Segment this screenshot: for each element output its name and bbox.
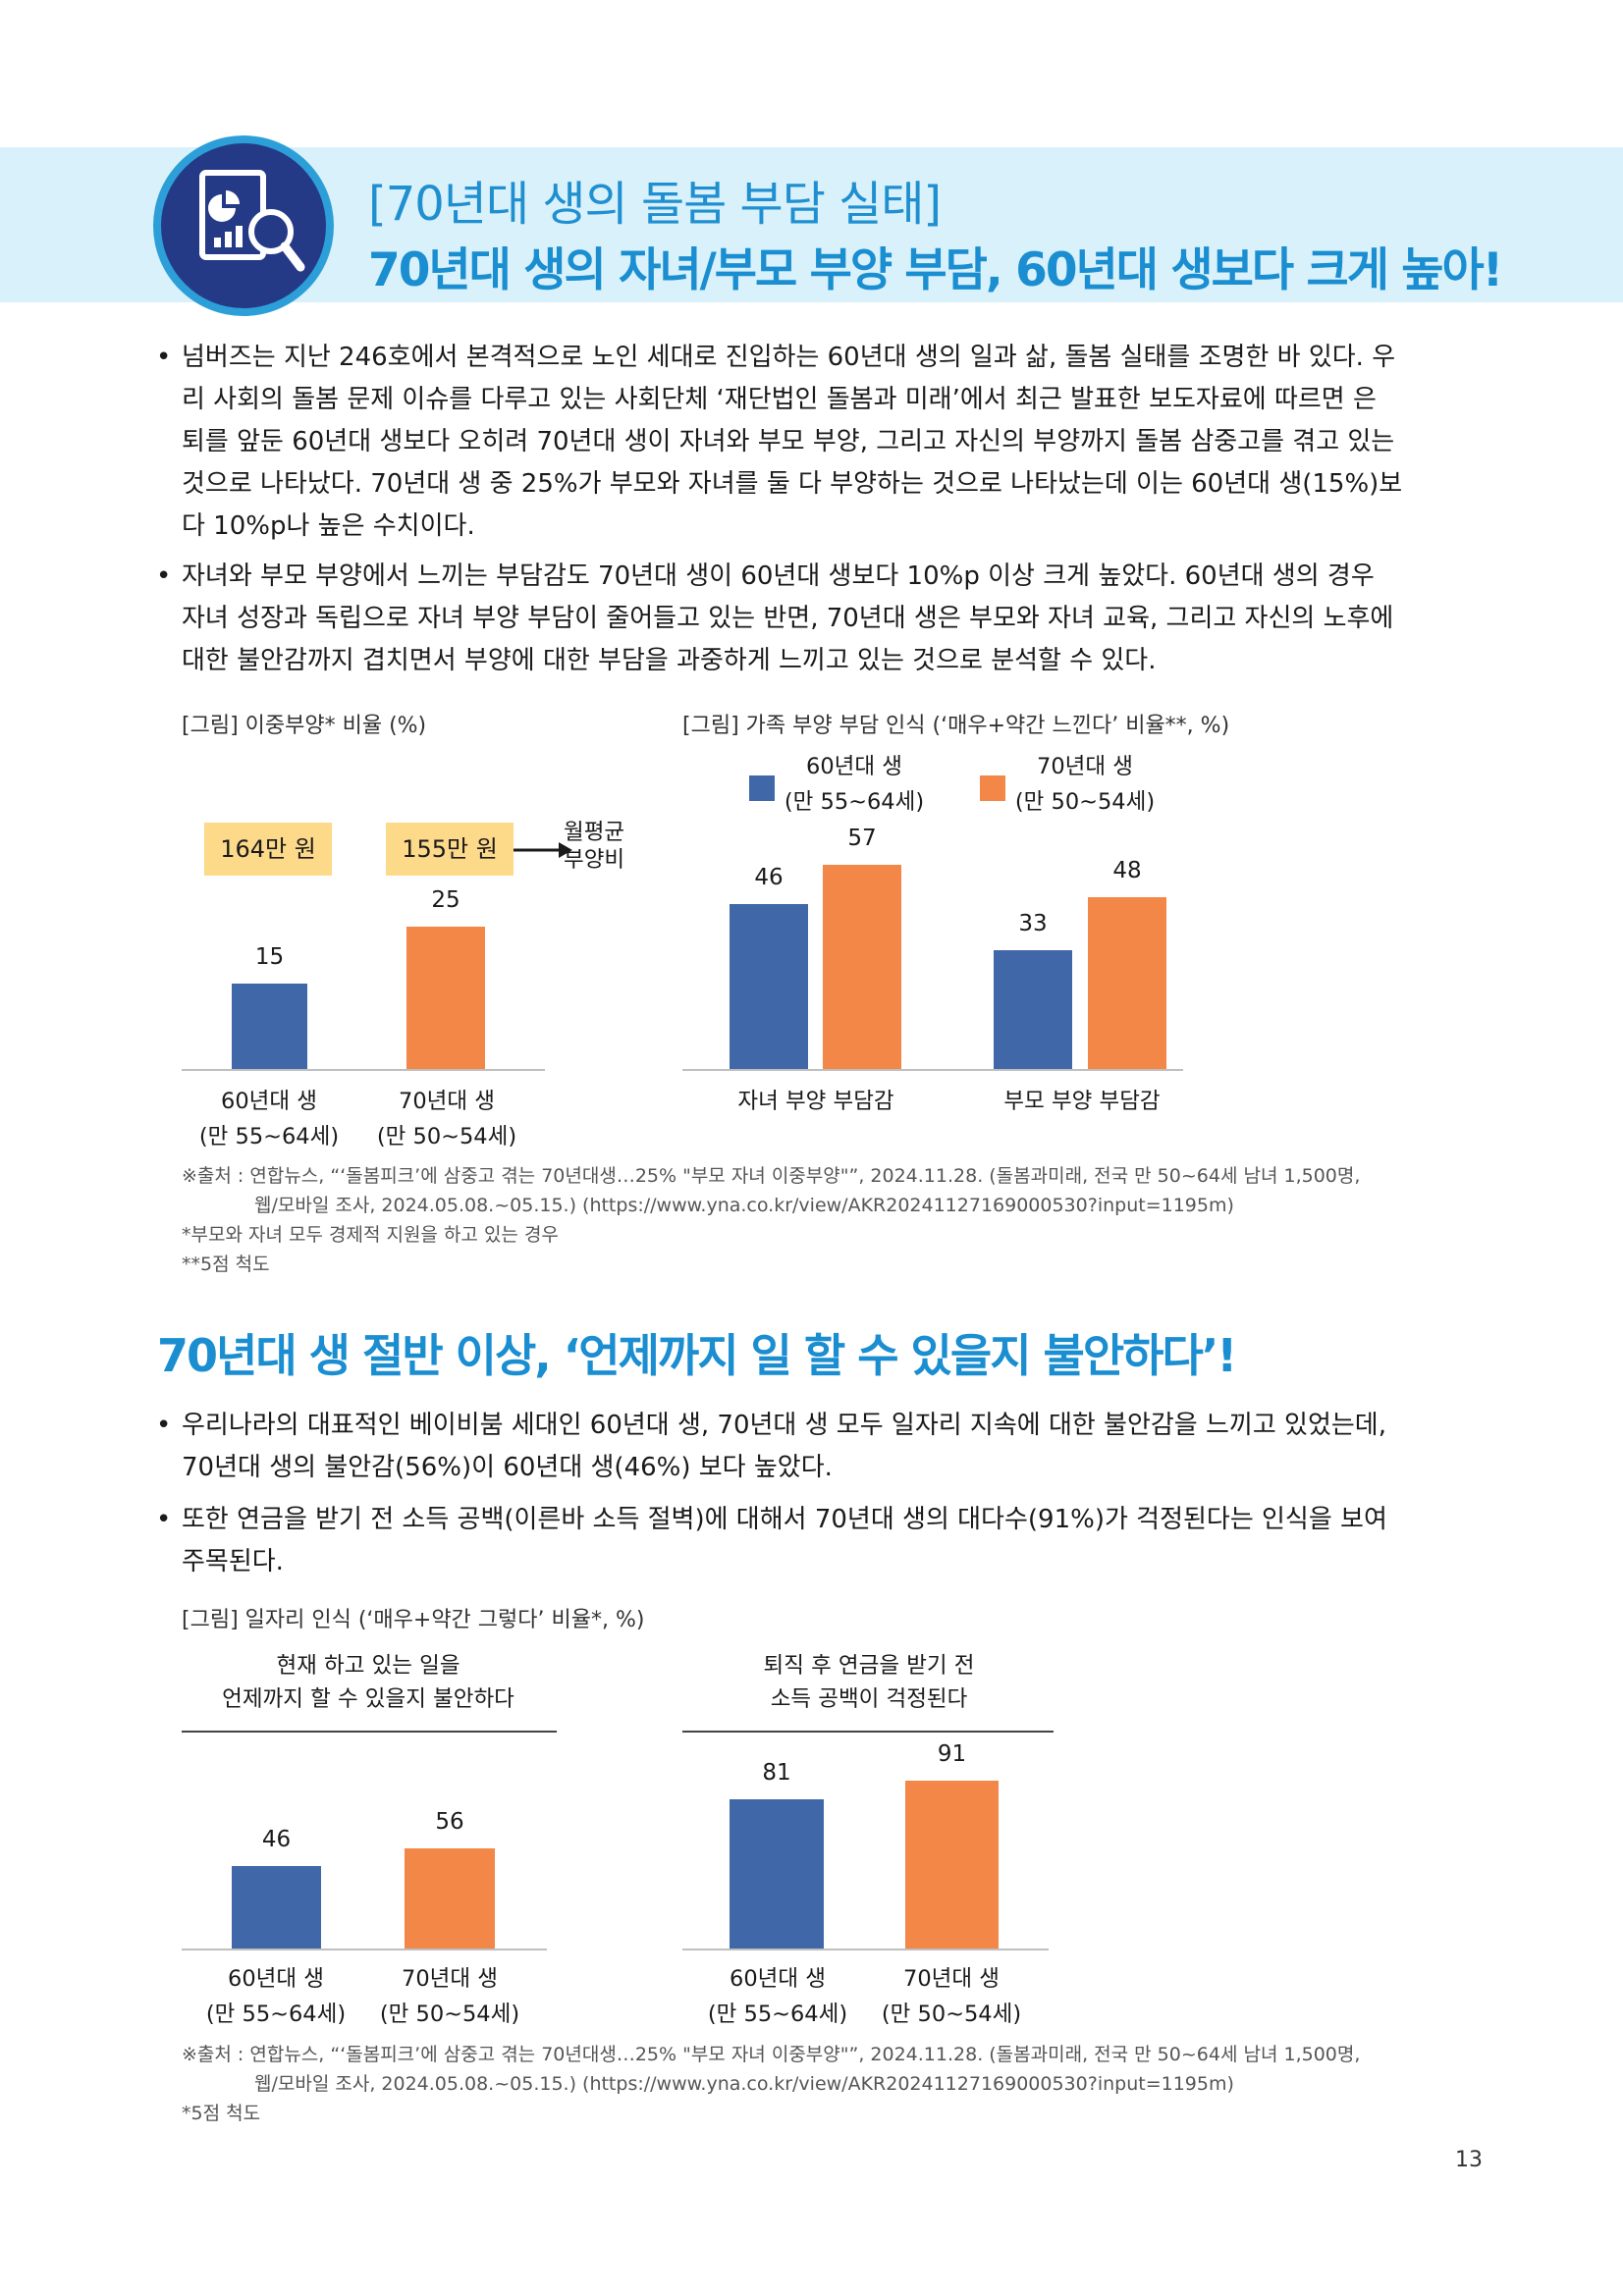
chart4-category-label: 70년대 생 (만 50~54세) <box>881 1966 1022 2027</box>
headline: 70년대 생의 자녀/부모 부양 부담, 60년대 생보다 크게 높아! <box>368 243 1503 297</box>
chart4-bar-70s <box>905 1781 999 1949</box>
chart4-bar-60s <box>730 1799 824 1949</box>
annotation-tag: 164만 원 <box>204 823 332 876</box>
chart1-category-label: 70년대 생 (만 50~54세) <box>376 1089 517 1149</box>
chart3-value-label: 56 <box>435 1808 464 1835</box>
chart2-title: [그림] 가족 부양 부담 인식 (‘매우+약간 느낀다’ 비율**, %) <box>682 714 1230 738</box>
chart4-top-rule <box>682 1731 1054 1733</box>
legend-swatch-70s <box>980 775 1005 801</box>
chart2-bar-child-70s <box>823 864 901 1069</box>
chart1-bar-60s <box>232 984 307 1069</box>
chart1-category-label: 60년대 생 (만 55~64세) <box>198 1089 340 1149</box>
chart4-subtitle: 퇴직 후 연금을 받기 전 소득 공백이 걱정된다 <box>763 1653 975 1712</box>
annotation-tag: 155만 원 <box>386 823 514 876</box>
chart1-title: [그림] 이중부양* 비율 (%) <box>182 714 427 738</box>
chart1-bar-70s <box>406 927 485 1069</box>
chart3-category-label: 70년대 생 (만 50~54세) <box>379 1966 520 2027</box>
chart4-value-label: 91 <box>937 1741 967 1768</box>
chart2-category-label: 부모 부양 부담감 <box>1003 1089 1161 1114</box>
chart4-value-label: 81 <box>762 1760 791 1786</box>
annotation-label: 월평균 부양비 <box>564 820 625 873</box>
chart1-value-label: 25 <box>431 887 460 913</box>
chart3-title: [그림] 일자리 인식 (‘매우+약간 그렇다’ 비율*, %) <box>182 1608 645 1632</box>
chart4-category-label: 60년대 생 (만 55~64세) <box>707 1966 848 2027</box>
chart1-baseline <box>182 1069 545 1071</box>
bullet-paragraph: • 자녀와 부모 부양에서 느끼는 부담감도 70년대 생이 60년대 생보다 … <box>156 561 1394 675</box>
bullet-paragraph: • 또한 연금을 받기 전 소득 공백(이른바 소득 절벽)에 대해서 70년대… <box>156 1505 1387 1576</box>
chart3-baseline <box>182 1949 547 1950</box>
chart4-baseline <box>682 1949 1049 1950</box>
section2-heading: 70년대 생 절반 이상, ‘언제까지 일 할 수 있을지 불안하다’! <box>157 1329 1237 1382</box>
chart2-value-label: 46 <box>754 865 784 890</box>
chart3-subtitle: 현재 하고 있는 일을 언제까지 할 수 있을지 불안하다 <box>222 1653 514 1712</box>
source-note: ※출처 : 연합뉴스, “‘돌봄피크’에 삼중고 겪는 70년대생…25% "부… <box>182 2044 1361 2124</box>
legend-label-60s: 60년대 생 (만 55~64세) <box>784 754 925 815</box>
chart2-value-label: 33 <box>1018 911 1048 937</box>
chart2-value-label: 57 <box>847 825 877 851</box>
chart2-bar-parent-70s <box>1088 896 1166 1069</box>
bullet-paragraph: • 넘버즈는 지난 246호에서 본격적으로 노인 세대로 진입하는 60년대 … <box>156 343 1403 541</box>
bracket-title: [70년대 생의 돌봄 부담 실태] <box>368 177 942 232</box>
chart3-category-label: 60년대 생 (만 55~64세) <box>205 1966 347 2027</box>
legend-swatch-60s <box>749 775 775 801</box>
chart3-value-label: 46 <box>261 1827 292 1852</box>
page-number: 13 <box>1455 2148 1483 2172</box>
arrow-icon <box>514 842 572 858</box>
chart2-bar-child-60s <box>730 904 808 1069</box>
chart3-bar-60s <box>232 1866 321 1949</box>
chart2-category-label: 자녀 부양 부담감 <box>737 1089 894 1114</box>
source-note: ※출처 : 연합뉴스, “‘돌봄피크’에 삼중고 겪는 70년대생…25% "부… <box>182 1165 1361 1275</box>
chart3-top-rule <box>182 1731 557 1733</box>
chart2-bar-parent-60s <box>994 950 1072 1069</box>
report-magnifier-icon <box>161 143 326 308</box>
chart3-bar-70s <box>405 1847 495 1949</box>
bullet-paragraph: • 우리나라의 대표적인 베이비붐 세대인 60년대 생, 70년대 생 모두 … <box>156 1411 1386 1482</box>
chart1-value-label: 15 <box>254 944 285 970</box>
legend-label-70s: 70년대 생 (만 50~54세) <box>1014 754 1156 815</box>
chart2-value-label: 48 <box>1112 857 1142 883</box>
chart2-baseline <box>682 1069 1183 1071</box>
